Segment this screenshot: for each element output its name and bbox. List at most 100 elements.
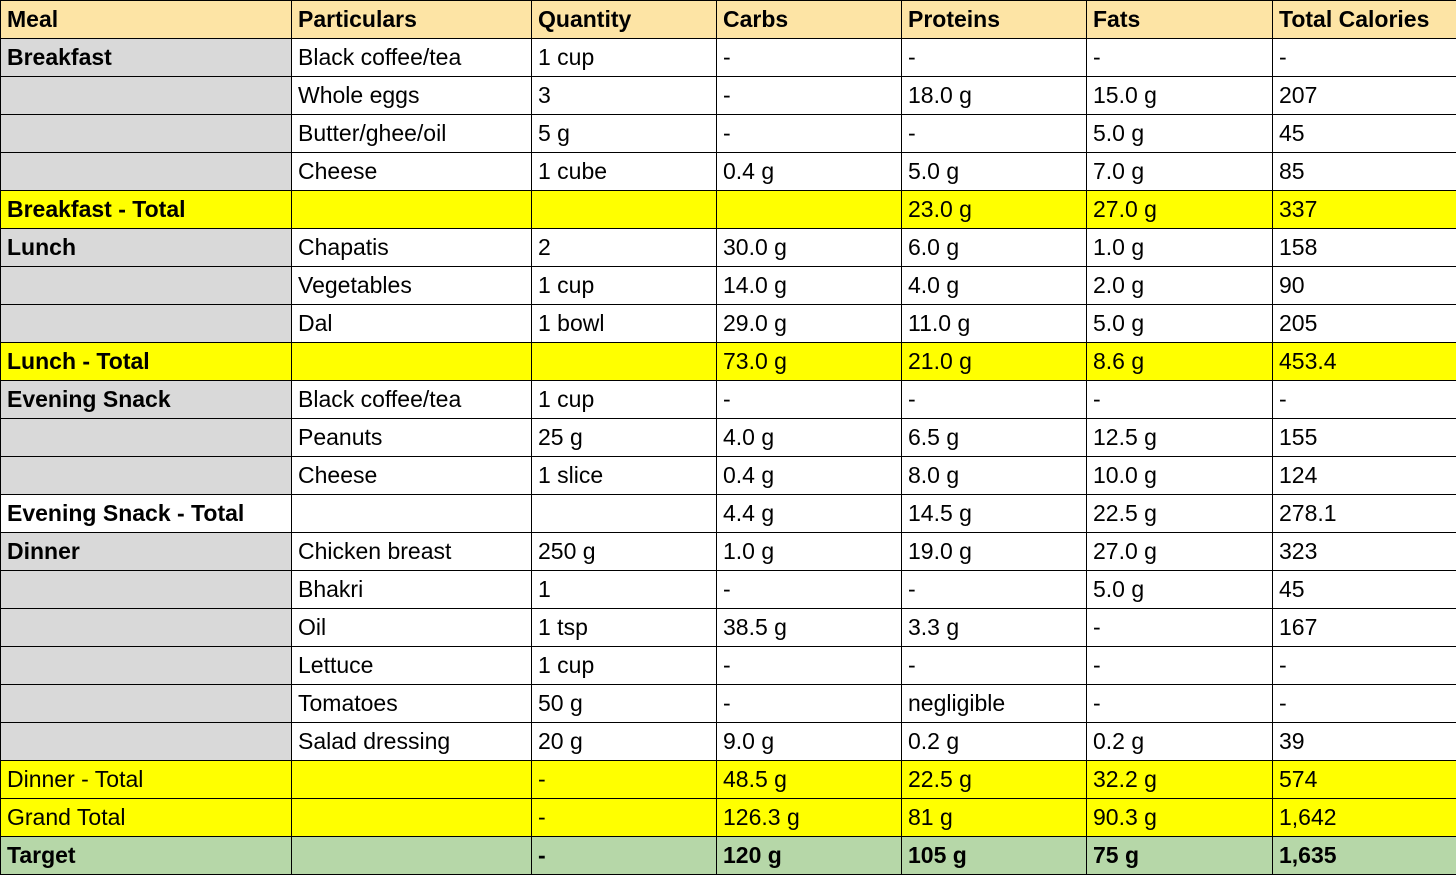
particulars-cell bbox=[291, 760, 532, 799]
meal-cell bbox=[0, 456, 292, 495]
meal-cell bbox=[0, 76, 292, 115]
table-header: Meal Particulars Quantity Carbs Proteins… bbox=[0, 0, 1456, 39]
quantity-cell: 1 bowl bbox=[531, 304, 717, 343]
meal-cell bbox=[0, 722, 292, 761]
total-calories-cell: 90 bbox=[1272, 266, 1456, 305]
header-row: Meal Particulars Quantity Carbs Proteins… bbox=[0, 0, 1456, 39]
proteins-cell: 6.0 g bbox=[901, 228, 1087, 267]
proteins-cell: 14.5 g bbox=[901, 494, 1087, 533]
quantity-cell: 1 cup bbox=[531, 380, 717, 419]
header-meal: Meal bbox=[0, 0, 292, 39]
particulars-cell bbox=[291, 342, 532, 381]
total-calories-cell: - bbox=[1272, 380, 1456, 419]
quantity-cell: 1 cube bbox=[531, 152, 717, 191]
proteins-cell: - bbox=[901, 38, 1087, 77]
meal-cell bbox=[0, 152, 292, 191]
carbs-cell: - bbox=[716, 76, 902, 115]
total-calories-cell: 155 bbox=[1272, 418, 1456, 457]
fats-cell: 32.2 g bbox=[1086, 760, 1273, 799]
meal-cell: Grand Total bbox=[0, 798, 292, 837]
fats-cell: 90.3 g bbox=[1086, 798, 1273, 837]
particulars-cell: Peanuts bbox=[291, 418, 532, 457]
quantity-cell: 20 g bbox=[531, 722, 717, 761]
carbs-cell bbox=[716, 190, 902, 229]
total-row: Evening Snack - Total 4.4 g 14.5 g 22.5 g 27… bbox=[0, 494, 1456, 533]
particulars-cell bbox=[291, 836, 532, 875]
total-calories-cell: 39 bbox=[1272, 722, 1456, 761]
particulars-cell: Cheese bbox=[291, 152, 532, 191]
meal-cell bbox=[0, 570, 292, 609]
fats-cell: 10.0 g bbox=[1086, 456, 1273, 495]
quantity-cell: 25 g bbox=[531, 418, 717, 457]
fats-cell: - bbox=[1086, 608, 1273, 647]
meal-cell: Breakfast - Total bbox=[0, 190, 292, 229]
table-row: Oil 1 tsp 38.5 g 3.3 g -167 bbox=[0, 608, 1456, 647]
fats-cell: 1.0 g bbox=[1086, 228, 1273, 267]
carbs-cell: - bbox=[716, 380, 902, 419]
quantity-cell: 1 cup bbox=[531, 646, 717, 685]
quantity-cell: 250 g bbox=[531, 532, 717, 571]
table-row: Bhakri 1- -5.0 g 45 bbox=[0, 570, 1456, 609]
quantity-cell: 1 slice bbox=[531, 456, 717, 495]
quantity-cell: - bbox=[531, 760, 717, 799]
meal-cell bbox=[0, 684, 292, 723]
proteins-cell: 6.5 g bbox=[901, 418, 1087, 457]
header-total-calories: Total Calories bbox=[1272, 0, 1456, 39]
fats-cell: 75 g bbox=[1086, 836, 1273, 875]
fats-cell: 5.0 g bbox=[1086, 304, 1273, 343]
table-row: Breakfast Black coffee/tea 1 cup - - - - bbox=[0, 38, 1456, 77]
particulars-cell: Oil bbox=[291, 608, 532, 647]
total-calories-cell: 323 bbox=[1272, 532, 1456, 571]
proteins-cell: 23.0 g bbox=[901, 190, 1087, 229]
table-row: Cheese 1 slice 0.4 g 8.0 g 10.0 g 124 bbox=[0, 456, 1456, 495]
meal-cell: Breakfast bbox=[0, 38, 292, 77]
table-row: Lunch Chapatis 2 30.0 g 6.0 g 1.0 g 158 bbox=[0, 228, 1456, 267]
carbs-cell: 0.4 g bbox=[716, 456, 902, 495]
carbs-cell: 14.0 g bbox=[716, 266, 902, 305]
particulars-cell: Vegetables bbox=[291, 266, 532, 305]
particulars-cell: Lettuce bbox=[291, 646, 532, 685]
particulars-cell: Bhakri bbox=[291, 570, 532, 609]
proteins-cell: 22.5 g bbox=[901, 760, 1087, 799]
total-calories-cell: - bbox=[1272, 684, 1456, 723]
total-calories-cell: - bbox=[1272, 646, 1456, 685]
carbs-cell: - bbox=[716, 38, 902, 77]
total-calories-cell: 1,642 bbox=[1272, 798, 1456, 837]
carbs-cell: 120 g bbox=[716, 836, 902, 875]
table-row: Salad dressing 20 g 9.0 g 0.2 g 0.2 g 39 bbox=[0, 722, 1456, 761]
proteins-cell: 11.0 g bbox=[901, 304, 1087, 343]
particulars-cell: Chicken breast bbox=[291, 532, 532, 571]
total-row: Lunch - Total 73.0 g 21.0 g 8.6 g 453.4 bbox=[0, 342, 1456, 381]
particulars-cell bbox=[291, 494, 532, 533]
header-carbs: Carbs bbox=[716, 0, 902, 39]
fats-cell: - bbox=[1086, 646, 1273, 685]
proteins-cell: 81 g bbox=[901, 798, 1087, 837]
carbs-cell: 29.0 g bbox=[716, 304, 902, 343]
fats-cell: - bbox=[1086, 38, 1273, 77]
total-calories-cell: 453.4 bbox=[1272, 342, 1456, 381]
carbs-cell: 38.5 g bbox=[716, 608, 902, 647]
total-row: Dinner - Total -48.5 g 22.5 g 32.2 g 574 bbox=[0, 760, 1456, 799]
particulars-cell: Dal bbox=[291, 304, 532, 343]
fats-cell: 8.6 g bbox=[1086, 342, 1273, 381]
quantity-cell bbox=[531, 494, 717, 533]
total-calories-cell: 167 bbox=[1272, 608, 1456, 647]
meal-cell bbox=[0, 304, 292, 343]
particulars-cell: Salad dressing bbox=[291, 722, 532, 761]
meal-cell: Target bbox=[0, 836, 292, 875]
carbs-cell: 126.3 g bbox=[716, 798, 902, 837]
quantity-cell bbox=[531, 342, 717, 381]
total-calories-cell: 205 bbox=[1272, 304, 1456, 343]
meal-cell: Evening Snack bbox=[0, 380, 292, 419]
meal-cell bbox=[0, 646, 292, 685]
meal-cell: Dinner - Total bbox=[0, 760, 292, 799]
proteins-cell: 19.0 g bbox=[901, 532, 1087, 571]
table-row: Dal 1 bowl 29.0 g 11.0 g 5.0 g 205 bbox=[0, 304, 1456, 343]
proteins-cell: - bbox=[901, 114, 1087, 153]
fats-cell: 12.5 g bbox=[1086, 418, 1273, 457]
fats-cell: - bbox=[1086, 380, 1273, 419]
particulars-cell: Cheese bbox=[291, 456, 532, 495]
header-fats: Fats bbox=[1086, 0, 1273, 39]
carbs-cell: 4.4 g bbox=[716, 494, 902, 533]
